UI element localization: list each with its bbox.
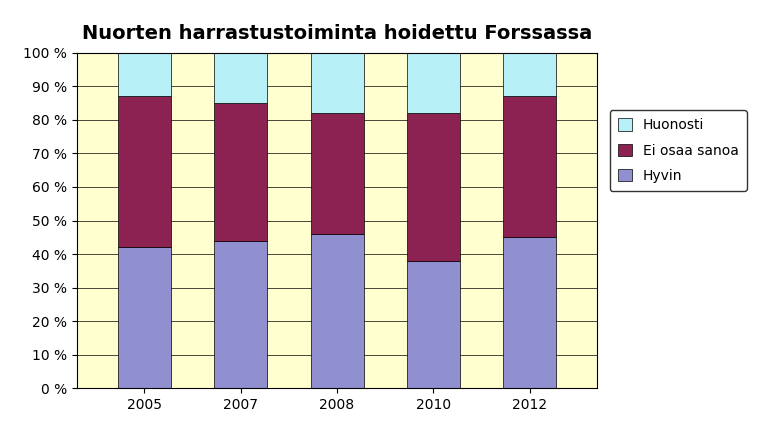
Bar (407, 261, 460, 388)
Bar (214, 103, 267, 241)
Title: Nuorten harrastustoiminta hoidettu Forssassa: Nuorten harrastustoiminta hoidettu Forss… (82, 24, 592, 43)
Bar (118, 247, 171, 388)
Bar (503, 237, 556, 388)
Bar (118, 97, 171, 247)
Bar (503, 97, 556, 237)
Bar (310, 234, 364, 388)
Bar (407, 113, 460, 261)
Legend: Huonosti, Ei osaa sanoa, Hyvin: Huonosti, Ei osaa sanoa, Hyvin (610, 110, 747, 191)
Bar (214, 241, 267, 388)
Bar (310, 113, 364, 234)
Bar (118, 53, 171, 97)
Bar (214, 53, 267, 103)
Bar (310, 53, 364, 113)
Bar (407, 53, 460, 113)
Bar (503, 53, 556, 97)
